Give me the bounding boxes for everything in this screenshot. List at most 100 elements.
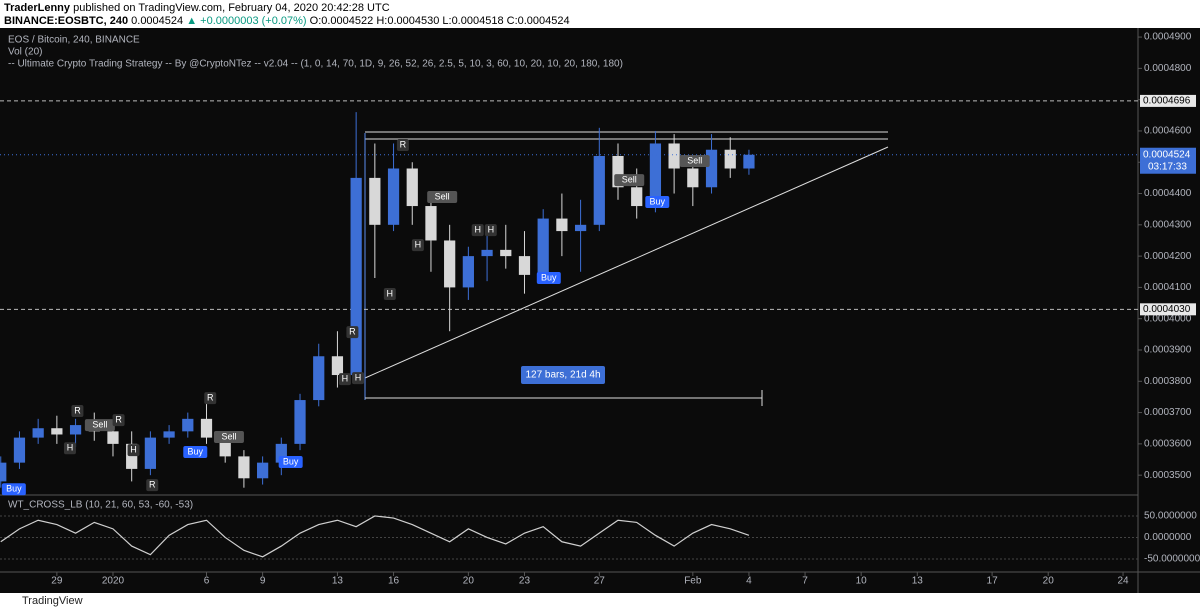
signal-box — [396, 139, 409, 152]
candle-body — [425, 206, 437, 241]
signal-box — [63, 442, 76, 455]
candle-body — [257, 462, 269, 479]
signal-box — [146, 479, 159, 492]
y-tick-label: 0.0003700 — [1144, 407, 1192, 418]
candle-body — [556, 218, 568, 232]
signal-label: H — [130, 445, 137, 455]
candle-body — [163, 431, 175, 438]
candle-body — [219, 437, 231, 457]
high: H:0.0004530 — [376, 15, 440, 27]
candle-body — [313, 356, 325, 401]
x-tick-label: 13 — [332, 576, 344, 587]
candle-body — [574, 224, 587, 232]
signal-box — [183, 446, 208, 459]
signal-label: R — [207, 393, 214, 403]
trend-line — [364, 146, 889, 379]
header: TraderLenny published on TradingView.com… — [4, 2, 570, 28]
osc-tick-label: 50.0000000 — [1144, 511, 1197, 522]
signal-label: Sell — [435, 191, 450, 201]
signal-box — [71, 405, 84, 418]
signal-label: R — [115, 414, 122, 424]
oscillator-line — [0, 515, 750, 558]
signal-label: H — [474, 225, 481, 235]
signal-box — [338, 373, 351, 386]
last-price-tag — [1140, 147, 1196, 174]
y-tick-label: 0.0004600 — [1144, 126, 1192, 137]
x-tick-label: 6 — [204, 576, 210, 587]
y-tick-label: 0.0004300 — [1144, 219, 1192, 230]
level-label: 0.0004030 — [1143, 304, 1191, 315]
signal-box — [427, 190, 458, 203]
y-tick-label: 0.0004400 — [1144, 188, 1192, 199]
signal-box — [383, 287, 396, 300]
signal-label: H — [355, 373, 362, 383]
x-tick-label: 2020 — [102, 576, 125, 587]
signal-label: R — [349, 327, 356, 337]
candle-body — [387, 168, 400, 225]
signal-label: Buy — [541, 272, 557, 282]
legend: -- Ultimate Crypto Trading Strategy -- B… — [8, 59, 623, 70]
x-tick-label: 24 — [1117, 576, 1129, 587]
y-tick-label: 0.0004100 — [1144, 282, 1192, 293]
signal-box — [352, 372, 365, 385]
signal-label: Buy — [283, 456, 299, 466]
y-tick-label: 0.0004800 — [1144, 63, 1192, 74]
candle-body — [743, 154, 755, 169]
last-price-label: 0.0004524 — [1143, 149, 1191, 160]
y-tick-label: 0.0003900 — [1144, 345, 1192, 356]
signal-box — [213, 430, 244, 443]
x-tick-label: 29 — [51, 576, 63, 587]
candle-body — [406, 168, 418, 207]
published: published on TradingView.com, February 0… — [73, 2, 390, 14]
signal-box — [645, 195, 670, 208]
open: O:0.0004522 — [309, 15, 374, 27]
signal-box — [471, 224, 484, 237]
candle-body — [126, 443, 138, 469]
candle-body — [724, 149, 736, 169]
y-tick-label: 0.0004200 — [1144, 251, 1192, 262]
candle-body — [444, 240, 456, 288]
y-tick-label: 0.0004900 — [1144, 32, 1192, 43]
x-tick-label: 20 — [463, 576, 475, 587]
x-tick-label: 27 — [594, 576, 606, 587]
candle-body — [0, 462, 7, 482]
symbol: BINANCE:EOSBTC, 240 — [4, 15, 129, 27]
footer: TradingView — [22, 595, 83, 607]
signal-box — [614, 174, 645, 187]
signal-box — [1, 483, 26, 496]
candle-body — [350, 177, 362, 376]
candle-body — [462, 256, 474, 288]
x-tick-label: 16 — [388, 576, 400, 587]
candle-body — [238, 456, 250, 479]
signal-label: H — [488, 225, 495, 235]
candle-body — [294, 400, 306, 444]
candle-body — [369, 177, 381, 225]
signal-box — [278, 456, 303, 469]
candle-body — [182, 418, 194, 432]
candle-body — [593, 155, 605, 225]
signal-box — [127, 444, 140, 457]
background — [0, 28, 1200, 593]
signal-label: Buy — [650, 196, 666, 206]
y-tick-label: 0.0003800 — [1144, 376, 1192, 387]
x-tick-label: 7 — [802, 576, 808, 587]
x-tick-label: 13 — [912, 576, 924, 587]
low: L:0.0004518 — [442, 15, 504, 27]
signal-label: Sell — [92, 419, 107, 429]
candle-body — [649, 143, 662, 207]
candle-body — [331, 356, 344, 376]
candle-body — [518, 256, 531, 275]
signal-label: Buy — [6, 484, 22, 494]
x-tick-label: Feb — [684, 576, 702, 587]
oscillator-name: WT_CROSS_LB (10, 21, 60, 53, -60, -53) — [8, 500, 193, 511]
signal-label: H — [67, 443, 74, 453]
signal-box — [536, 272, 561, 285]
candle-body — [275, 443, 287, 463]
publish-line: TraderLenny published on TradingView.com… — [4, 2, 570, 15]
y-tick-label: 0.0003600 — [1144, 439, 1192, 450]
signal-label: R — [74, 405, 81, 415]
legend: EOS / Bitcoin, 240, BINANCE — [8, 35, 140, 46]
signal-label: H — [415, 240, 422, 250]
candle-body — [668, 143, 680, 169]
